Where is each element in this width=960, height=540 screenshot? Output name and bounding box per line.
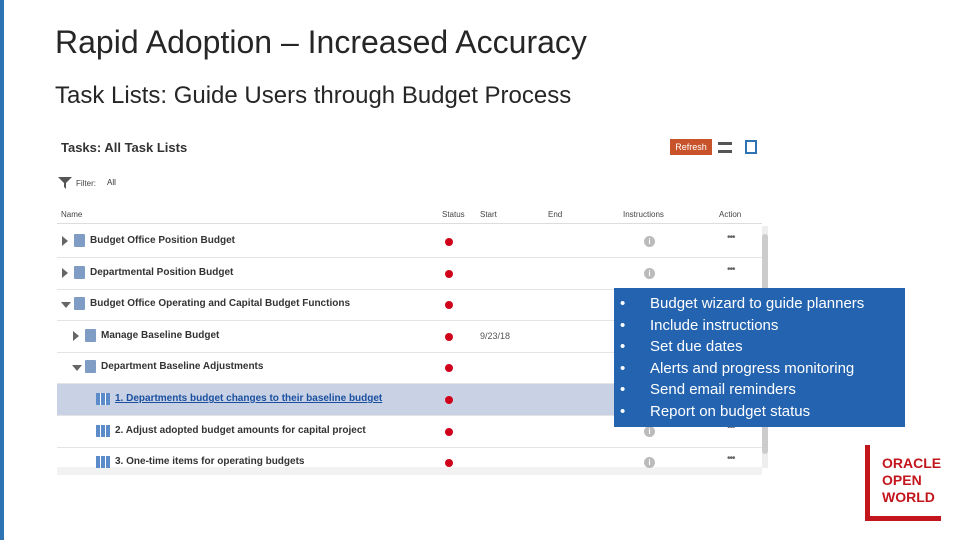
logo-text: WORLD — [882, 489, 935, 505]
status-dot — [445, 332, 453, 341]
instructions-icon[interactable]: i — [644, 267, 655, 279]
action-menu[interactable]: ••• — [727, 232, 735, 243]
callout-item: Include instructions — [614, 315, 905, 337]
task-list-icon — [85, 360, 96, 374]
list-view-icon[interactable] — [718, 142, 732, 153]
task-name: Budget Office Operating and Capital Budg… — [90, 298, 351, 310]
task-row[interactable]: 3. One-time items for operating budgets i… — [57, 447, 762, 476]
filter-icon[interactable] — [57, 176, 73, 190]
status-dot — [445, 427, 453, 436]
callout-item: Send email reminders — [614, 379, 905, 401]
logo-text: ORACLE — [882, 455, 942, 471]
task-list-icon — [74, 265, 85, 279]
expand-arrow[interactable] — [73, 330, 79, 341]
task-list-icon — [74, 234, 85, 247]
status-dot — [445, 301, 453, 310]
logo-text: OPEN — [882, 472, 922, 488]
column-header[interactable]: End — [548, 210, 563, 219]
header-rule — [57, 223, 762, 224]
column-header[interactable]: Instructions — [623, 210, 664, 219]
column-header[interactable]: Status — [442, 210, 465, 219]
column-header[interactable]: Start — [480, 210, 497, 219]
task-list-icon — [74, 297, 85, 311]
panel-title: Tasks: All Task Lists — [61, 140, 188, 155]
h-scrollbar[interactable] — [57, 467, 762, 475]
task-row[interactable]: 2. Adjust adopted budget amounts for cap… — [57, 416, 762, 448]
task-list-icon — [85, 328, 96, 342]
filter-value[interactable]: All — [107, 178, 116, 187]
instructions-icon[interactable]: i — [644, 457, 655, 469]
callout-box: Budget wizard to guide plannersInclude i… — [614, 288, 905, 427]
status-dot — [445, 364, 453, 373]
logo: ORACLE OPEN WORLD — [865, 445, 941, 521]
callout-list: Budget wizard to guide plannersInclude i… — [614, 288, 905, 423]
column-header[interactable]: Action — [719, 210, 742, 219]
task-icon — [96, 424, 110, 437]
expand-arrow[interactable] — [62, 267, 68, 278]
task-name: 3. One-time items for operating budgets — [115, 456, 305, 468]
action-menu[interactable]: ••• — [727, 421, 735, 433]
instructions-icon[interactable]: i — [644, 425, 655, 437]
slide-subtitle: Task Lists: Guide Users through Budget P… — [55, 82, 572, 109]
status-dot — [445, 269, 453, 278]
collapse-arrow[interactable] — [61, 302, 71, 309]
callout-item: Alerts and progress monitoring — [614, 358, 905, 380]
task-name: 2. Adjust adopted budget amounts for cap… — [115, 424, 366, 436]
status-dot — [445, 238, 453, 246]
task-row[interactable]: Budget Office Position Budget i ••• — [57, 226, 762, 258]
status-dot — [445, 396, 453, 404]
task-name: Manage Baseline Budget — [101, 329, 220, 341]
start-date: 9/23/18 — [480, 330, 511, 341]
task-row[interactable]: Departmental Position Budget i ••• — [57, 258, 762, 290]
filter-label: Filter: — [76, 179, 96, 188]
refresh-button[interactable]: Refresh — [670, 139, 712, 155]
accent-bar — [0, 0, 4, 540]
task-name: Department Baseline Adjustments — [101, 361, 264, 373]
tree-view-icon[interactable] — [745, 140, 757, 154]
slide-title: Rapid Adoption – Increased Accuracy — [55, 24, 587, 60]
callout-item: Report on budget status — [614, 401, 905, 423]
collapse-arrow[interactable] — [72, 365, 82, 372]
task-name: Budget Office Position Budget — [90, 235, 235, 246]
action-menu[interactable]: ••• — [727, 453, 735, 465]
instructions-icon[interactable]: i — [644, 236, 655, 247]
action-menu[interactable]: ••• — [727, 263, 735, 275]
expand-arrow[interactable] — [62, 236, 68, 246]
task-icon — [96, 456, 110, 469]
callout-item: Set due dates — [614, 336, 905, 358]
column-header[interactable]: Name — [61, 210, 83, 219]
status-dot — [445, 459, 453, 468]
task-icon — [96, 393, 110, 405]
task-name: Departmental Position Budget — [90, 266, 234, 278]
task-name[interactable]: 1. Departments budget changes to their b… — [115, 393, 383, 404]
callout-item: Budget wizard to guide planners — [614, 293, 905, 315]
